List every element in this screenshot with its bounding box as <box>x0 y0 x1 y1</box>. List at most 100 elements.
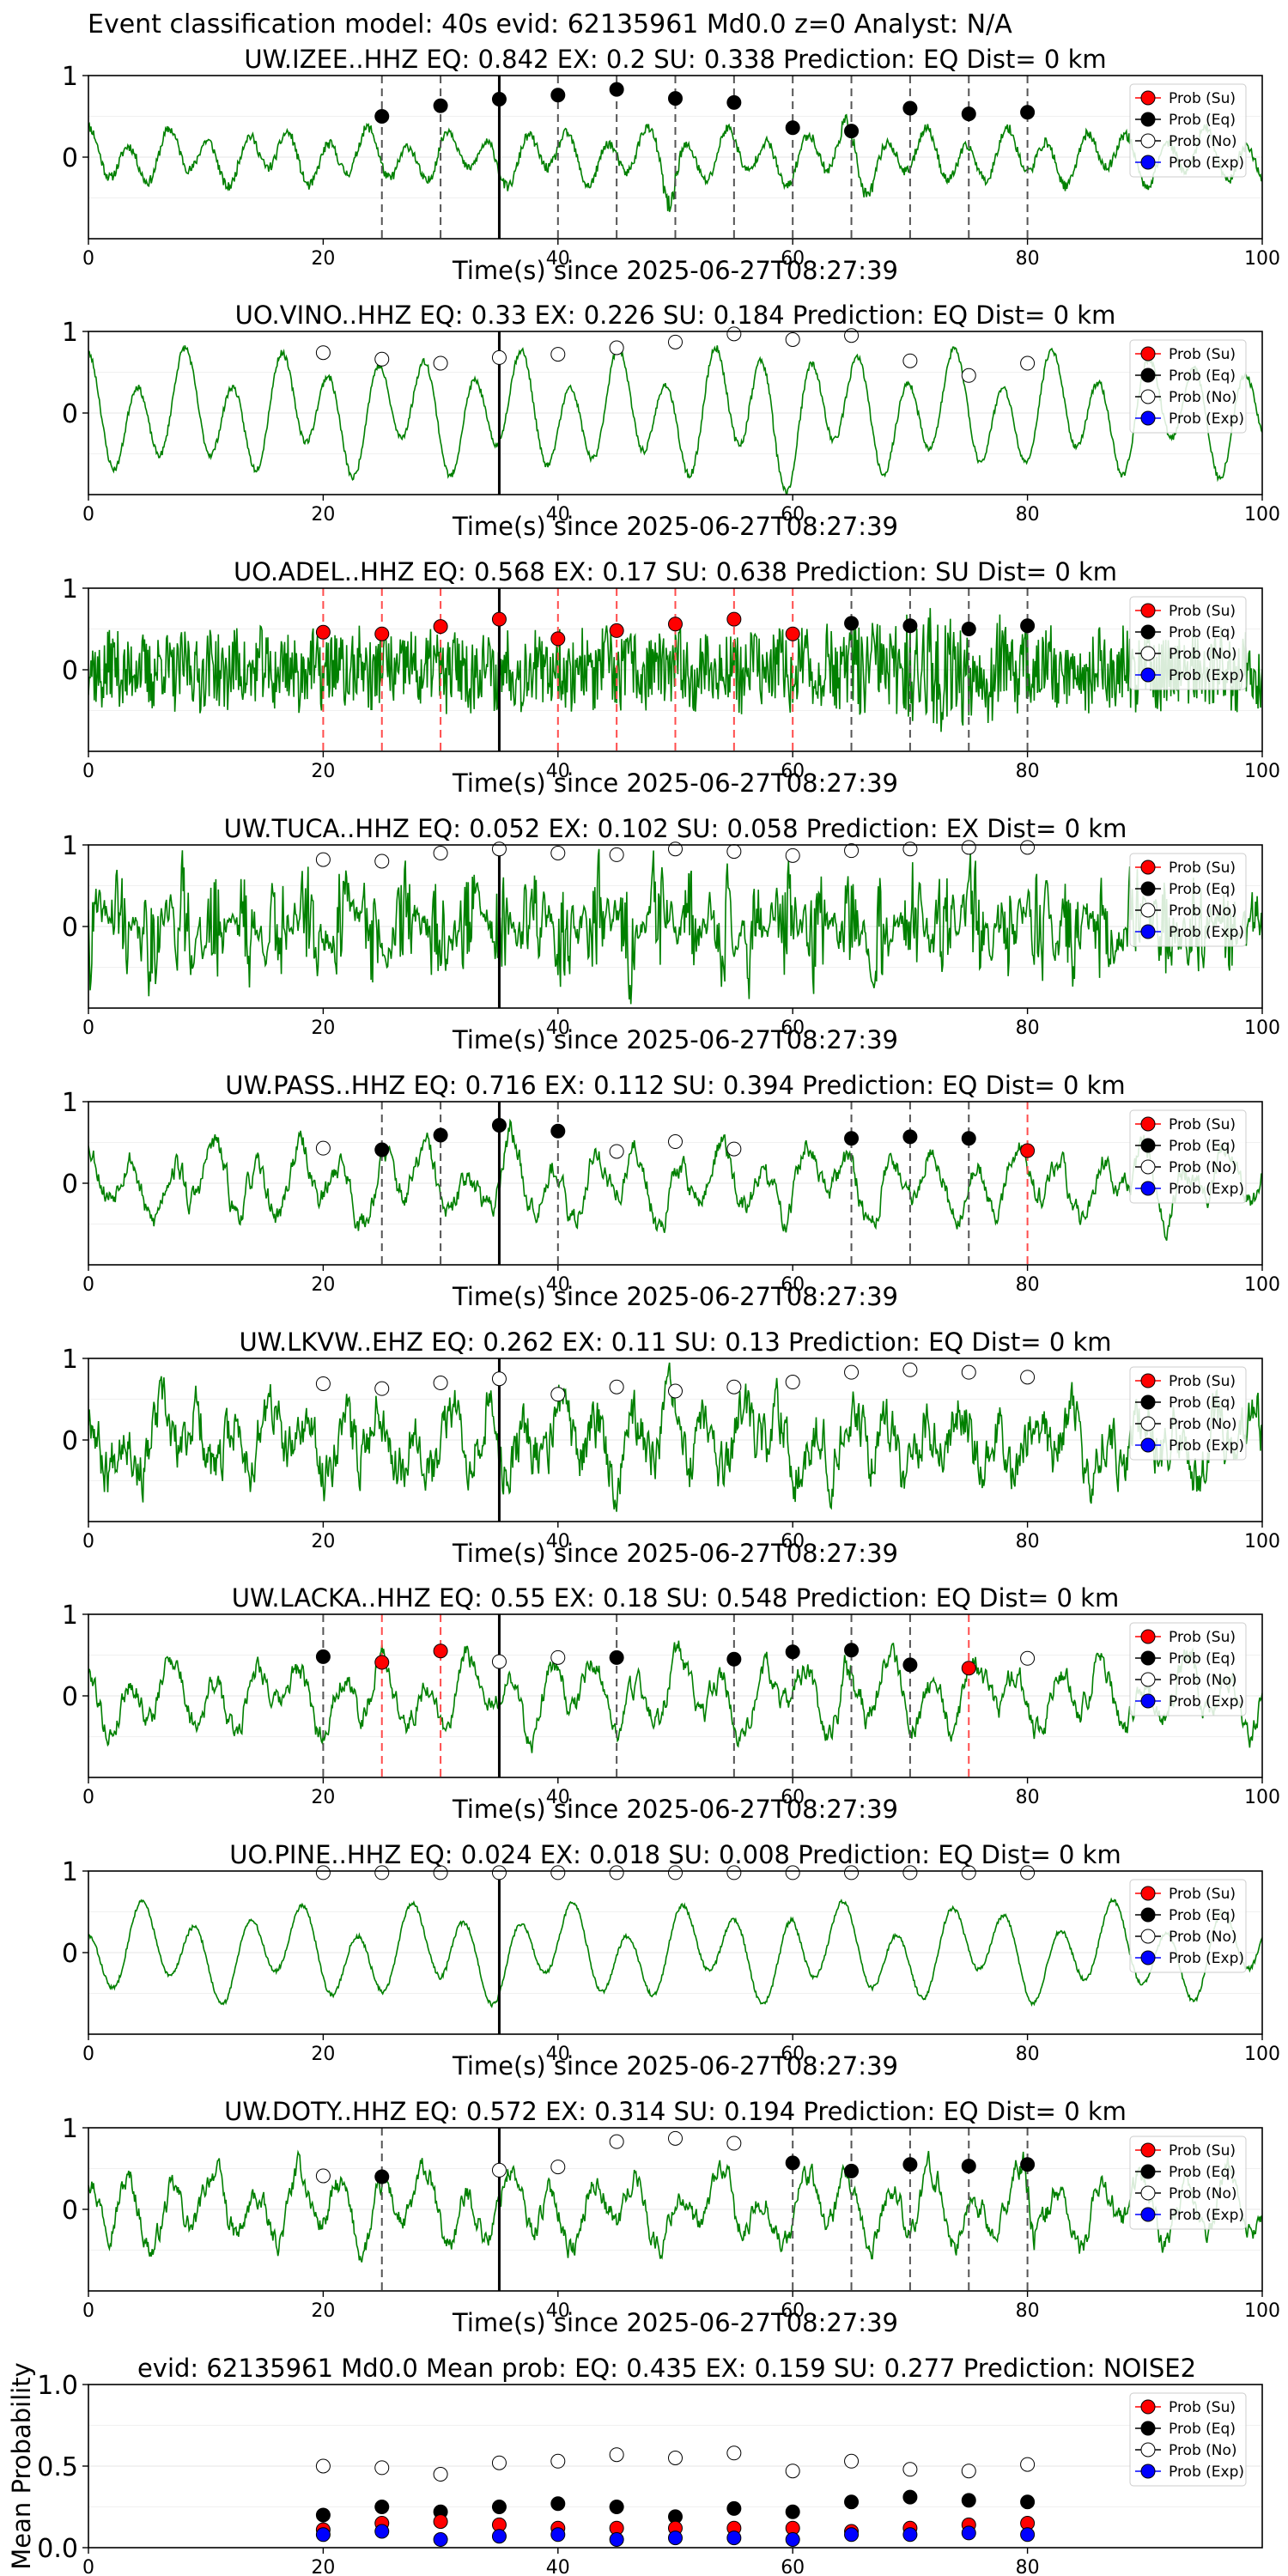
prob-point-probsu <box>315 624 331 640</box>
panel-title: UO.VINO..HHZ EQ: 0.33 EX: 0.226 SU: 0.18… <box>235 301 1116 330</box>
panel-7: 0 20 40 60 80 100 0 1 UW.LACKA..HHZ EQ: 0.55 EX:… <box>62 1583 1280 1824</box>
mean-prob-point-probexp <box>609 2532 624 2547</box>
legend-label: Prob (Su) <box>1169 1373 1236 1390</box>
legend-marker <box>1140 1159 1156 1175</box>
legend-marker <box>1140 368 1156 383</box>
legend-label: Prob (Exp) <box>1169 1181 1244 1198</box>
panel-title: UO.ADEL..HHZ EQ: 0.568 EX: 0.17 SU: 0.63… <box>234 557 1117 586</box>
y-tick-label: 1 <box>62 62 78 92</box>
x-tick-label: 60 <box>781 1274 805 1296</box>
prob-point-probno <box>785 1865 800 1880</box>
legend-label: Prob (No) <box>1169 389 1237 406</box>
panel-2: 0 20 40 60 80 100 0 1 UO.VINO..HHZ EQ: 0.33 EX: … <box>62 301 1280 541</box>
waveform-trace <box>88 848 1262 1005</box>
prob-point-probno <box>550 846 566 860</box>
prob-point-probno <box>785 848 800 863</box>
legend-label: Prob (Su) <box>1169 1886 1236 1903</box>
prob-point-probno <box>1020 840 1036 855</box>
prob-point-probsu <box>433 619 448 635</box>
mean-prob-point-probsu <box>433 2514 448 2530</box>
x-tick-label: 20 <box>311 1018 335 1039</box>
legend-label: Prob (No) <box>1169 1929 1237 1946</box>
mean-prob-point-probeq <box>844 2494 860 2510</box>
legend-label: Prob (No) <box>1169 1672 1237 1689</box>
mean-prob-point-probno <box>550 2453 566 2469</box>
prob-point-probno <box>491 349 507 365</box>
waveform-trace <box>88 1362 1262 1512</box>
legend-marker <box>1140 2185 1156 2201</box>
legend-label: Prob (No) <box>1169 902 1237 920</box>
y-tick-label: 0 <box>62 913 78 943</box>
prob-point-probno <box>961 368 976 383</box>
mean-prob-point-probno <box>961 2464 976 2479</box>
legend-marker <box>1140 646 1156 661</box>
x-tick-label: 40 <box>546 504 570 526</box>
x-tick-label: 80 <box>1016 504 1040 526</box>
legend-marker <box>1140 1693 1156 1709</box>
x-tick-label: 40 <box>546 1531 570 1552</box>
x-tick-label: 60 <box>781 2557 805 2576</box>
prob-point-probeq <box>844 2163 860 2178</box>
mean-prob-point-probexp <box>844 2527 860 2543</box>
prob-point-probsu <box>609 623 624 638</box>
prob-point-probno <box>491 841 507 857</box>
legend-box <box>1129 1109 1247 1204</box>
x-tick-label: 0 <box>82 248 94 270</box>
prob-point-probeq <box>726 94 742 110</box>
panel-title: UO.PINE..HHZ EQ: 0.024 EX: 0.018 SU: 0.0… <box>229 1840 1121 1869</box>
prob-point-probno <box>609 1379 624 1394</box>
legend-marker <box>1140 667 1156 683</box>
y-tick-label: 0 <box>62 2196 78 2226</box>
prob-point-probsu <box>961 1661 976 1676</box>
mean-prob-point-probexp <box>1020 2527 1036 2543</box>
mean-prob-point-probeq <box>785 2504 800 2519</box>
x-tick-label: 80 <box>1016 1787 1040 1808</box>
legend-label: Prob (Exp) <box>1169 410 1244 428</box>
x-axis-label: Time(s) since 2025-06-27T08:27:39 <box>452 769 898 798</box>
legend-label: Prob (No) <box>1169 1416 1237 1433</box>
prob-point-probno <box>785 1375 800 1390</box>
y-tick-label: 1 <box>62 2114 78 2144</box>
x-tick-label: 100 <box>1244 761 1280 782</box>
mean-prob-point-probno <box>374 2460 390 2476</box>
prob-point-probno <box>550 1865 566 1880</box>
x-tick-label: 60 <box>781 248 805 270</box>
legend-label: Prob (Su) <box>1169 2399 1236 2416</box>
prob-point-probno <box>609 340 624 355</box>
x-tick-label: 20 <box>311 761 335 782</box>
prob-point-probsu <box>374 1655 390 1670</box>
x-axis-label: Time(s) since 2025-06-27T08:27:39 <box>452 2051 898 2081</box>
x-axis-label: Time(s) since 2025-06-27T08:27:39 <box>452 1795 898 1824</box>
prob-point-probno <box>433 1376 448 1390</box>
mean-prob-point-probeq <box>726 2500 742 2516</box>
legend-box <box>1129 83 1247 178</box>
prob-point-probno <box>961 840 976 855</box>
legend-label: Prob (No) <box>1169 1159 1237 1176</box>
prob-point-probsu <box>785 626 800 641</box>
legend-marker <box>1140 1907 1156 1923</box>
legend-label: Prob (Exp) <box>1169 1693 1244 1710</box>
legend-marker <box>1140 2421 1156 2436</box>
x-tick-label: 60 <box>781 1787 805 1808</box>
mean-prob-point-probexp <box>550 2527 566 2543</box>
x-tick-label: 80 <box>1016 2557 1040 2576</box>
mean-prob-point-probexp <box>726 2530 742 2546</box>
legend-marker <box>1140 2442 1156 2458</box>
prob-point-probno <box>726 2136 742 2151</box>
legend-label: Prob (Eq) <box>1169 368 1236 385</box>
x-tick-label: 60 <box>781 1018 805 1039</box>
prob-point-probsu <box>433 1643 448 1659</box>
mean-prob-point-probeq <box>1020 2494 1036 2510</box>
x-tick-label: 40 <box>546 1787 570 1808</box>
mean-prob-point-probeq <box>550 2496 566 2512</box>
mean-prob-point-probeq <box>374 2500 390 2514</box>
legend-label: Prob (Su) <box>1169 1629 1236 1646</box>
x-tick-label: 100 <box>1244 1531 1280 1552</box>
legend-marker <box>1140 1650 1156 1666</box>
plot-area <box>88 845 1262 1008</box>
x-tick-label: 20 <box>311 2300 335 2322</box>
mean-prob-point-probeq <box>609 2500 624 2514</box>
prob-point-probeq <box>1020 618 1036 634</box>
prob-point-probsu <box>374 626 390 641</box>
prob-point-probeq <box>785 2155 800 2171</box>
